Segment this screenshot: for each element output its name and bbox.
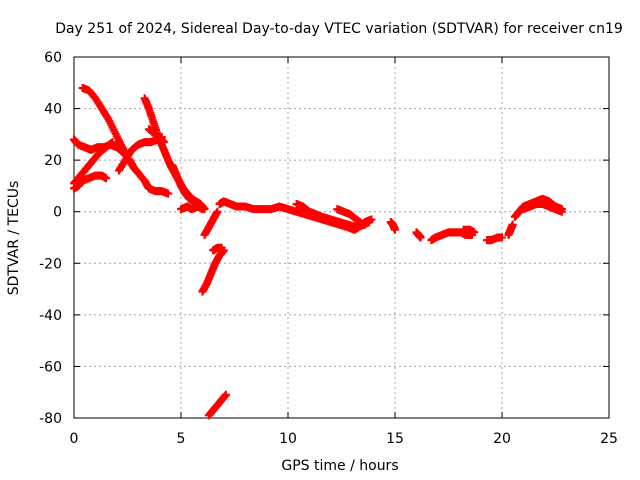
y-tick-label: -20	[39, 256, 62, 272]
series-track-q	[386, 218, 399, 234]
data-point	[508, 220, 517, 229]
series-track-e	[140, 94, 209, 214]
x-tick-label: 15	[386, 431, 404, 447]
y-tick-label: 40	[44, 102, 62, 118]
y-axis-label: SDTVAR / TECUs	[6, 181, 22, 296]
series-track-x	[519, 199, 566, 216]
series-track-m	[204, 390, 230, 420]
data-point	[470, 228, 479, 237]
x-tick-label: 0	[70, 431, 79, 447]
data-point	[198, 205, 207, 214]
data-point	[557, 207, 566, 216]
series-track-k	[198, 246, 228, 296]
series-track-r	[412, 228, 425, 242]
data-point	[498, 233, 506, 242]
series-track-p	[333, 205, 374, 229]
y-tick-label: 20	[44, 153, 62, 169]
data-point	[213, 207, 222, 216]
data-points	[70, 83, 566, 420]
series-track-l	[209, 243, 226, 255]
series-track-t	[459, 225, 479, 237]
axis-ticks: 0 5 10 15 20 25 -80 -60 -40 -20 0 20 40 60	[39, 50, 618, 447]
plot-frame	[73, 56, 610, 419]
x-tick-label: 5	[177, 431, 186, 447]
series-track-u	[483, 233, 506, 245]
grid	[74, 57, 609, 418]
series-track-j	[200, 207, 222, 239]
x-tick-label: 25	[600, 431, 618, 447]
series-track-i	[177, 202, 207, 214]
data-point	[159, 138, 168, 147]
series-track-h	[168, 161, 198, 206]
chart-title: Day 251 of 2024, Sidereal Day-to-day VTE…	[55, 21, 623, 37]
series-track-v	[504, 220, 517, 239]
series-track-d	[70, 138, 117, 188]
data-point	[391, 225, 399, 234]
data-point	[164, 189, 173, 198]
x-tick-label: 20	[493, 431, 511, 447]
y-tick-label: 0	[53, 205, 62, 221]
data-point	[108, 138, 117, 147]
x-axis-label: GPS time / hours	[281, 458, 398, 474]
data-point	[365, 218, 374, 227]
data-point	[416, 233, 425, 242]
data-point	[221, 390, 230, 399]
y-tick-label: -60	[39, 359, 62, 375]
data-point	[129, 163, 138, 172]
data-point	[102, 174, 111, 183]
y-tick-label: 60	[44, 50, 62, 66]
series-track-g	[144, 125, 168, 147]
x-tick-label: 10	[279, 431, 297, 447]
y-tick-label: -80	[39, 411, 62, 427]
y-tick-label: -40	[39, 308, 62, 324]
data-point	[217, 243, 226, 252]
data-point	[189, 197, 198, 206]
series-track-c	[70, 171, 111, 193]
